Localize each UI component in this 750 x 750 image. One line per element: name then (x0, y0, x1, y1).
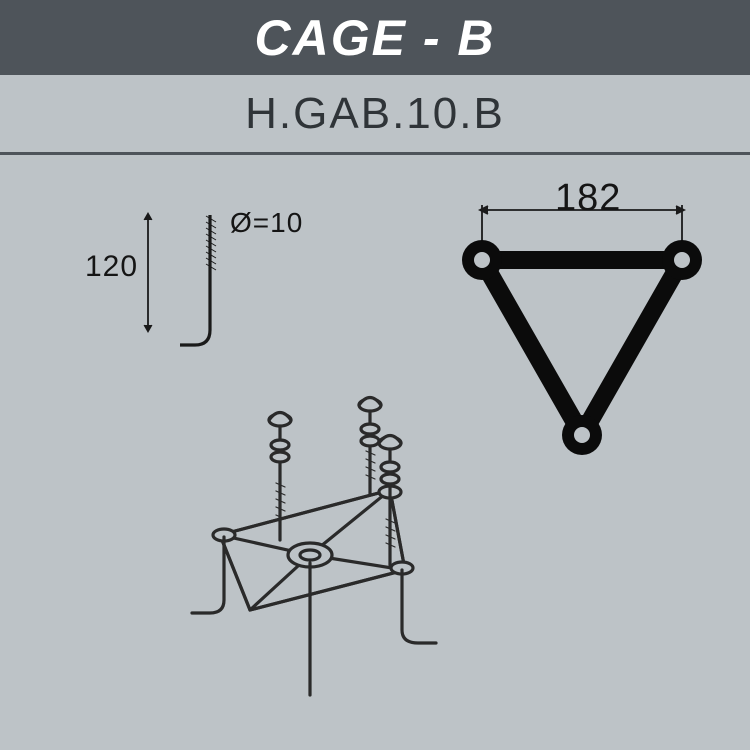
header-band: CAGE - B (0, 0, 750, 75)
sku-band: H.GAB.10.B (0, 75, 750, 155)
diagram-area: 120 Ø=10 182 (0, 155, 750, 750)
sku-code: H.GAB.10.B (245, 89, 505, 139)
page-title: CAGE - B (255, 9, 496, 67)
dim-bolt-height: 120 (85, 250, 138, 284)
isometric-cage-icon (160, 375, 480, 715)
dim-bolt-diameter: Ø=10 (230, 207, 303, 239)
dim-triangle-width: 182 (555, 177, 621, 220)
